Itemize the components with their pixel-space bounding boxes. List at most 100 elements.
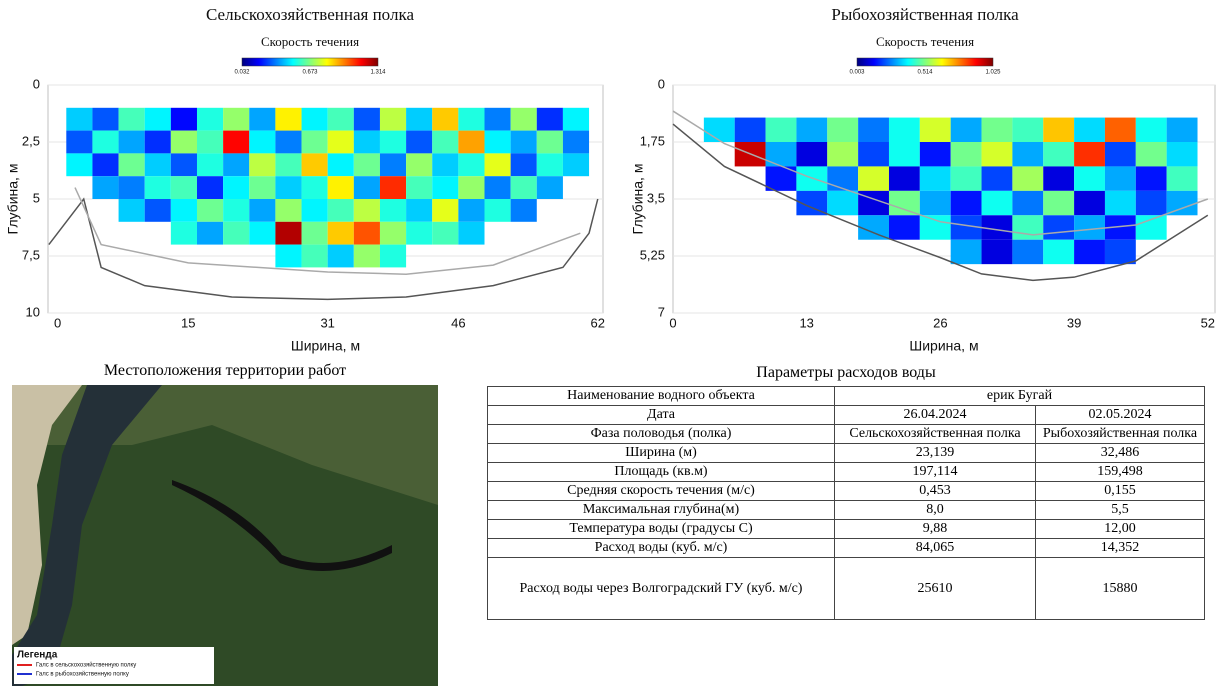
table-cell: Дата bbox=[487, 405, 835, 425]
table-cell: Средняя скорость течения (м/с) bbox=[487, 481, 835, 501]
heatmap-cell bbox=[92, 176, 119, 199]
table-row: Площадь (кв.м) 197,114 159,498 bbox=[487, 462, 1205, 482]
heatmap-cell bbox=[327, 199, 354, 222]
colorbar-label: Скорость течения bbox=[876, 34, 974, 49]
table-cell: Расход воды (куб. м/с) bbox=[487, 538, 835, 558]
heatmap-cell bbox=[1012, 117, 1044, 142]
heatmap-cell bbox=[223, 221, 250, 245]
heatmap-cell bbox=[703, 117, 735, 142]
table-cell: Наименование водного объекта bbox=[487, 386, 835, 406]
x-tick-label: 46 bbox=[451, 315, 465, 330]
heatmap-cell bbox=[1104, 166, 1136, 191]
colorbar bbox=[856, 57, 994, 67]
heatmap-cell bbox=[118, 176, 145, 199]
heatmap-cell bbox=[1074, 166, 1105, 191]
heatmap-cell bbox=[327, 153, 354, 177]
map-legend-label: Галс в рыбохозяйственную полку bbox=[36, 671, 129, 678]
heatmap-cell bbox=[1166, 166, 1198, 191]
heatmap-cell bbox=[827, 166, 859, 191]
y-tick-label: 10 bbox=[26, 304, 40, 319]
table-cell: Максимальная глубина(м) bbox=[487, 500, 835, 520]
colorbar-tick-label: 0.673 bbox=[302, 70, 318, 76]
heatmap-cell bbox=[1074, 117, 1105, 142]
table-row: Фаза половодья (полка) Сельскохозяйственн… bbox=[487, 424, 1205, 444]
x-tick-label: 0 bbox=[54, 315, 61, 330]
heatmap-cell bbox=[858, 142, 889, 167]
heatmap-cell bbox=[301, 107, 328, 131]
heatmap-cell bbox=[1166, 142, 1198, 167]
heatmap-cell bbox=[353, 130, 380, 154]
heatmap-cell bbox=[858, 166, 889, 191]
heatmap-cell bbox=[275, 244, 302, 268]
x-tick-label: 13 bbox=[799, 315, 813, 330]
heatmap-cell bbox=[223, 130, 250, 154]
table-cell: 12,00 bbox=[1035, 519, 1205, 539]
y-tick-label: 3,5 bbox=[647, 190, 665, 205]
heatmap-cell bbox=[327, 176, 354, 199]
satellite-map: Легенда Галс в сельскохозяйственную полк… bbox=[12, 385, 438, 686]
heatmap-cell bbox=[562, 107, 590, 131]
heatmap-cell bbox=[144, 153, 171, 177]
heatmap-cell bbox=[1043, 142, 1075, 167]
heatmap-cell bbox=[536, 176, 563, 199]
table-cell: 0,155 bbox=[1035, 481, 1205, 501]
heatmap-cell bbox=[888, 117, 920, 142]
heatmap-cell bbox=[765, 142, 797, 167]
heatmap-cell bbox=[484, 176, 511, 199]
heatmap-cell bbox=[275, 199, 302, 222]
heatmap-cell bbox=[458, 176, 485, 199]
y-axis-label: Глубина, м bbox=[5, 164, 21, 235]
heatmap-cell bbox=[196, 130, 224, 154]
heatmap-cell bbox=[275, 130, 302, 154]
heatmap-cell bbox=[1166, 117, 1198, 142]
heatmap-cell bbox=[301, 130, 328, 154]
heatmap-cell bbox=[1104, 190, 1136, 216]
table-cell: 0,453 bbox=[834, 481, 1036, 501]
heatmap-cell bbox=[458, 107, 485, 131]
heatmap-cell bbox=[118, 107, 145, 131]
heatmap-cell bbox=[353, 107, 380, 131]
table-cell: 26.04.2024 bbox=[834, 405, 1036, 425]
y-tick-label: 0 bbox=[658, 76, 665, 91]
x-tick-label: 31 bbox=[320, 315, 334, 330]
heatmap-cell bbox=[66, 130, 93, 154]
table: Наименование водного объекта ерик Бугай Да… bbox=[487, 386, 1205, 620]
heatmap-cell bbox=[379, 176, 407, 199]
heatmap-chart: Сельскохозяйственная полка Скорость течен… bbox=[5, 5, 605, 354]
table-cell: Рыбохозяйственная полка bbox=[1035, 424, 1205, 444]
heatmap-cell bbox=[1135, 190, 1167, 216]
bed-profile bbox=[48, 197, 599, 301]
heatmap-cell bbox=[249, 199, 276, 222]
bed-profile bbox=[672, 123, 1209, 282]
heatmap-cell bbox=[950, 117, 982, 142]
y-tick-label: 5,25 bbox=[640, 247, 665, 262]
heatmap-cell bbox=[981, 117, 1013, 142]
table-row: Расход воды (куб. м/с) 84,065 14,352 bbox=[487, 538, 1205, 558]
heatmap-cell bbox=[353, 244, 380, 268]
heatmap-cell bbox=[170, 153, 197, 177]
x-tick-label: 15 bbox=[181, 315, 195, 330]
x-tick-label: 0 bbox=[669, 315, 676, 330]
heatmap-cell bbox=[379, 221, 407, 245]
heatmap-cell bbox=[406, 199, 433, 222]
heatmap-cell bbox=[301, 199, 328, 222]
heatmap-cell bbox=[981, 142, 1013, 167]
heatmap-cell bbox=[858, 215, 889, 240]
heatmap-cell bbox=[510, 130, 537, 154]
heatmap-cell bbox=[379, 244, 407, 268]
heatmap-cell bbox=[432, 153, 459, 177]
charts: Сельскохозяйственная полка Скорость течен… bbox=[5, 5, 1216, 354]
y-tick-label: 1,75 bbox=[640, 133, 665, 148]
heatmap-cell bbox=[1104, 142, 1136, 167]
heatmap-cell bbox=[196, 107, 224, 131]
heatmap-cell bbox=[827, 190, 859, 216]
y-tick-label: 7,5 bbox=[22, 247, 40, 262]
heatmap-cell bbox=[327, 130, 354, 154]
table-cell: 32,486 bbox=[1035, 443, 1205, 463]
x-tick-label: 52 bbox=[1201, 315, 1215, 330]
heatmap-cell bbox=[275, 221, 302, 245]
heatmap-cell bbox=[249, 176, 276, 199]
heatmap-cell bbox=[249, 130, 276, 154]
heatmap-cell bbox=[950, 166, 982, 191]
heatmap-cell bbox=[379, 130, 407, 154]
